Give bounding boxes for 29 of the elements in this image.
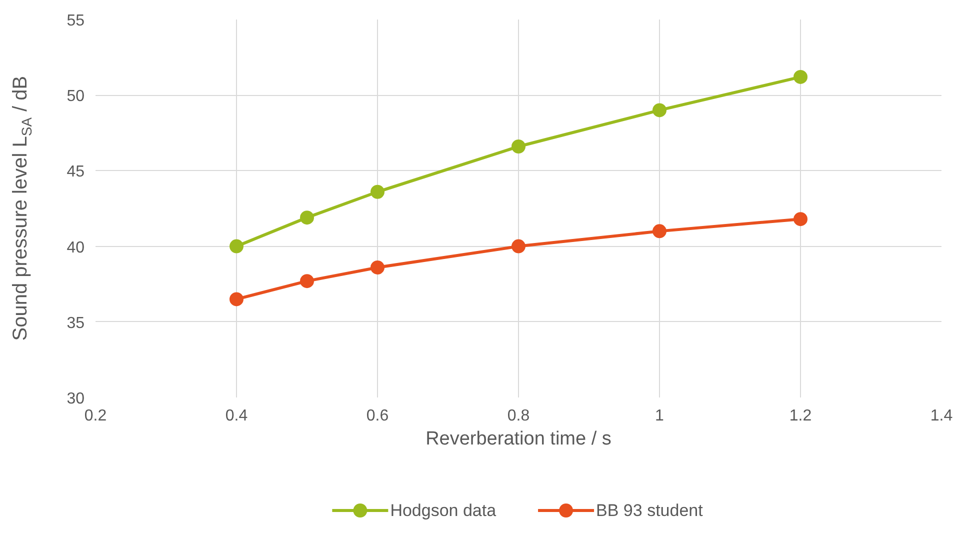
x-tick-label: 0.2 bbox=[84, 408, 107, 424]
x-tick-label: 1.2 bbox=[789, 408, 812, 424]
y-tick-label: 45 bbox=[66, 164, 85, 181]
y-axis-title: Sound pressure level LSA / dB bbox=[10, 76, 34, 341]
x-tick-label: 0.4 bbox=[225, 408, 248, 424]
y-tick-label: 55 bbox=[66, 12, 85, 30]
legend-label: BB 93 student bbox=[596, 501, 704, 520]
y-tick-label: 50 bbox=[66, 88, 85, 106]
x-tick-label: 0.6 bbox=[366, 408, 389, 424]
x-tick-label: 0.8 bbox=[507, 408, 530, 424]
point bbox=[794, 70, 808, 84]
point bbox=[652, 224, 666, 238]
y-tick-label: 35 bbox=[66, 314, 85, 332]
point bbox=[370, 184, 384, 199]
x-tick-label: 1.4 bbox=[930, 408, 953, 424]
point bbox=[300, 274, 314, 288]
y-tick-label: 40 bbox=[66, 239, 85, 256]
x-tick-label: 1 bbox=[655, 408, 664, 424]
point bbox=[300, 210, 314, 225]
x-axis-title: Reverberation time / s bbox=[426, 428, 612, 450]
legend-label: Hodgson data bbox=[390, 501, 497, 520]
point bbox=[230, 292, 244, 306]
point bbox=[512, 140, 526, 154]
point bbox=[370, 260, 384, 274]
y-tick-label: 30 bbox=[66, 390, 85, 408]
point bbox=[794, 212, 808, 226]
point bbox=[652, 103, 666, 118]
point bbox=[230, 239, 244, 254]
point bbox=[512, 239, 526, 254]
